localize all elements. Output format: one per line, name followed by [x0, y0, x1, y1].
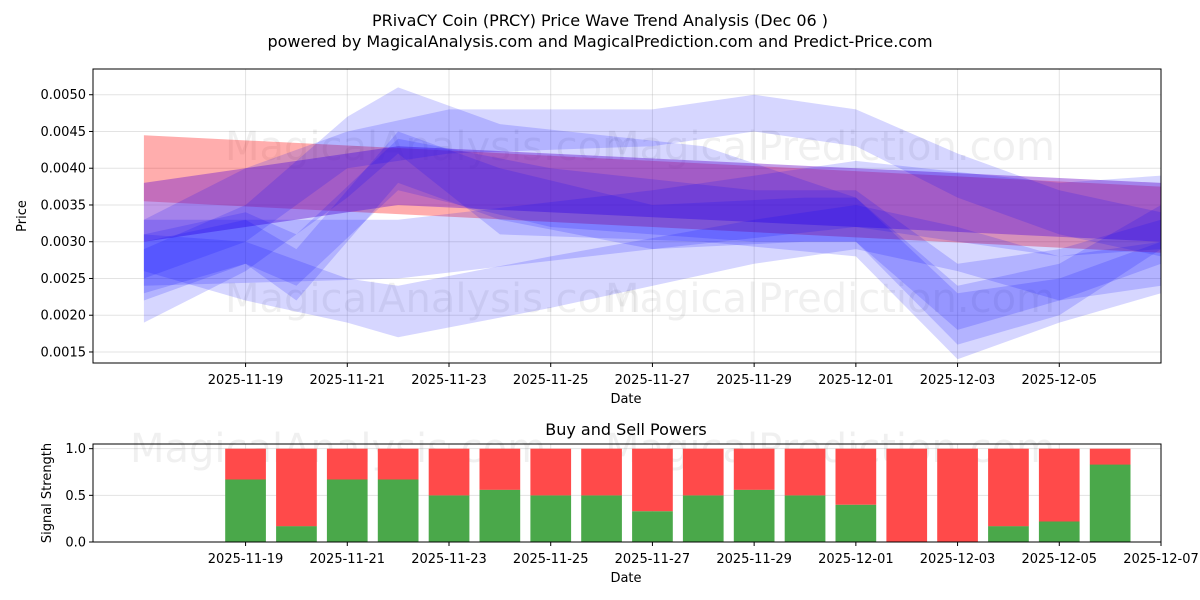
sell-bar [886, 448, 928, 542]
price-plot-frame [92, 68, 1162, 364]
power-x-tick-label: 2025-11-23 [411, 552, 487, 567]
buy-bar [479, 489, 521, 542]
price-y-tick-label: 0.0040 [41, 162, 87, 177]
price-y-tick-label: 0.0050 [41, 88, 87, 103]
buy-sell-bars [225, 448, 1131, 542]
buy-bar [428, 495, 470, 542]
power-plot-frame [92, 443, 1162, 543]
red-trend-band [143, 135, 1161, 253]
sell-bar [276, 448, 317, 527]
buy-bar [682, 495, 724, 542]
buy-bar [733, 489, 775, 542]
price-y-tick-label: 0.0015 [41, 345, 87, 360]
sell-bar [937, 448, 978, 542]
power-y-ticks: 0.0 0.5 1.0 [65, 442, 93, 551]
price-y-tick-label: 0.0020 [41, 309, 87, 324]
sell-bar [581, 448, 622, 496]
power-x-ticks: 2025-11-19 2025-11-21 2025-11-23 2025-11-25… [208, 542, 1199, 567]
price-x-tick-label: 2025-11-23 [411, 373, 487, 388]
power-x-axis-label: Date [610, 571, 641, 586]
buy-bar [276, 526, 317, 542]
buy-bar [225, 479, 266, 542]
price-y-tick-label: 0.0045 [41, 125, 87, 140]
price-x-tick-label: 2025-12-01 [818, 373, 894, 388]
watermark-prediction-mid: MagicalPrediction.com [605, 276, 1055, 322]
price-x-tick-label: 2025-11-29 [716, 373, 792, 388]
price-x-tick-label: 2025-11-21 [310, 373, 386, 388]
buy-bar [530, 495, 572, 542]
sell-bar [479, 448, 521, 490]
blue-wave-a [143, 138, 1161, 330]
buy-bar [784, 495, 826, 542]
buy-bar [988, 526, 1029, 542]
sell-bar [225, 448, 266, 480]
purple-trend-band [143, 146, 1161, 242]
price-grid [93, 69, 1161, 363]
buy-bar [1089, 464, 1131, 542]
blue-wave-e [143, 131, 1161, 345]
power-y-tick-label: 0.0 [65, 536, 86, 551]
sell-bar [682, 448, 724, 496]
sell-bar [428, 448, 470, 496]
sell-bar [326, 448, 368, 480]
chart-title: PRivaCY Coin (PRCY) Price Wave Trend Ana… [372, 11, 828, 30]
buy-bar [377, 479, 419, 542]
buy-bar [632, 511, 673, 542]
buy-bar [835, 504, 877, 542]
sell-bar [377, 448, 419, 480]
power-y-axis-label: Signal Strength [40, 443, 55, 543]
power-x-tick-label: 2025-11-21 [310, 552, 386, 567]
price-x-ticks: 2025-11-19 2025-11-21 2025-11-23 2025-11-25… [208, 363, 1097, 388]
sell-bar [1038, 448, 1080, 522]
blue-wave-b [143, 87, 1161, 360]
price-y-tick-label: 0.0035 [41, 198, 87, 213]
watermark-analysis-mid: MagicalAnalysis.com [225, 276, 641, 322]
price-y-ticks: 0.0015 0.0020 0.0025 0.0030 0.0035 0.0040 0.00… [41, 88, 93, 360]
buy-bar [1038, 521, 1080, 542]
price-x-tick-label: 2025-12-03 [920, 373, 996, 388]
price-x-tick-label: 2025-11-19 [208, 373, 284, 388]
power-x-tick-label: 2025-12-01 [818, 552, 894, 567]
price-x-tick-label: 2025-11-27 [615, 373, 691, 388]
power-y-tick-label: 0.5 [65, 489, 86, 504]
power-x-tick-label: 2025-12-07 [1123, 552, 1199, 567]
sell-bar [988, 448, 1029, 527]
power-chart-title: Buy and Sell Powers [545, 420, 707, 439]
price-x-axis-label: Date [610, 392, 641, 407]
price-y-tick-label: 0.0025 [41, 272, 87, 287]
sell-bar [784, 448, 826, 496]
watermark-prediction-top: MagicalPrediction.com [605, 124, 1055, 170]
sell-bar [632, 448, 673, 512]
power-x-tick-label: 2025-11-29 [716, 552, 792, 567]
power-x-tick-label: 2025-12-05 [1022, 552, 1098, 567]
buy-bar [326, 479, 368, 542]
power-x-tick-label: 2025-11-27 [615, 552, 691, 567]
power-x-tick-label: 2025-12-03 [920, 552, 996, 567]
sell-bar [1089, 448, 1131, 465]
power-x-tick-label: 2025-11-25 [513, 552, 589, 567]
price-x-tick-label: 2025-12-05 [1022, 373, 1098, 388]
watermark-analysis-top: MagicalAnalysis.com [225, 124, 641, 170]
power-x-tick-label: 2025-11-19 [208, 552, 284, 567]
blue-trend-band-rising [143, 160, 1161, 286]
price-y-axis-label: Price [15, 200, 30, 232]
watermark-prediction-bottom: MagicalPrediction.com [605, 426, 1055, 472]
buy-bar [581, 495, 622, 542]
price-x-tick-label: 2025-11-25 [513, 373, 589, 388]
blue-wave-c [143, 94, 1161, 279]
price-y-tick-label: 0.0030 [41, 235, 87, 250]
sell-bar [733, 448, 775, 490]
price-wave-bands [143, 87, 1161, 360]
sell-bar [835, 448, 877, 505]
power-y-tick-label: 1.0 [65, 442, 86, 457]
sell-bar [530, 448, 572, 496]
chart-subtitle: powered by MagicalAnalysis.com and Magic… [267, 32, 932, 51]
blue-wave-d [143, 205, 1161, 338]
